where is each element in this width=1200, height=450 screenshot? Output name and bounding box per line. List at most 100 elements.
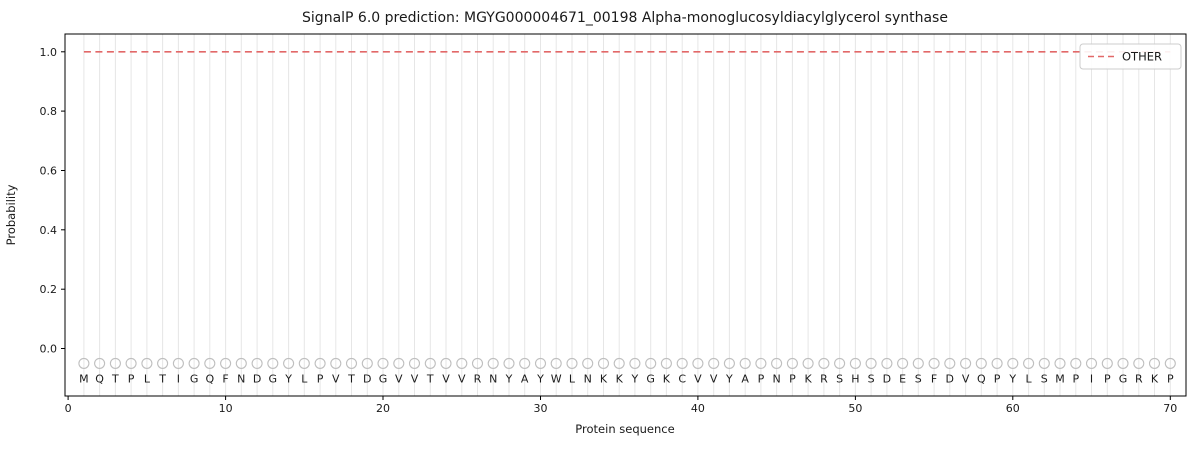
chart-title: SignalP 6.0 prediction: MGYG000004671_00… bbox=[302, 10, 948, 26]
y-tick-label: 0.6 bbox=[40, 165, 58, 178]
legend-frame bbox=[1079, 43, 1182, 70]
residue-letter: M bbox=[1055, 373, 1065, 386]
x-axis-label: Protein sequence bbox=[575, 422, 674, 436]
residue-letter: H bbox=[851, 373, 859, 386]
x-tick-label: 70 bbox=[1163, 402, 1177, 415]
residue-letter: K bbox=[616, 373, 624, 386]
residue-marker bbox=[629, 357, 641, 369]
residue-marker bbox=[897, 357, 909, 369]
residue-marker bbox=[692, 357, 704, 369]
residue-letter: G bbox=[379, 373, 388, 386]
residue-letter: N bbox=[584, 373, 592, 386]
residue-letter: L bbox=[301, 373, 308, 386]
residue-marker bbox=[708, 357, 720, 369]
residue-marker bbox=[267, 357, 279, 369]
residue-letter: V bbox=[694, 373, 702, 386]
residue-marker bbox=[1117, 357, 1129, 369]
y-tick-label: 0.2 bbox=[40, 283, 58, 296]
residue-letter: G bbox=[269, 373, 278, 386]
residue-marker bbox=[834, 357, 846, 369]
residue-marker bbox=[928, 357, 940, 369]
y-axis-label: Probability bbox=[4, 184, 18, 245]
residue-letter: R bbox=[474, 373, 482, 386]
residue-letter: P bbox=[317, 373, 324, 386]
y-tick-label: 1.0 bbox=[40, 46, 58, 59]
residue-marker bbox=[660, 357, 672, 369]
residue-marker bbox=[802, 357, 814, 369]
residue-letter: T bbox=[347, 373, 355, 386]
residue-letter: Y bbox=[284, 373, 292, 386]
residue-letter: T bbox=[426, 373, 434, 386]
residue-letter: K bbox=[663, 373, 671, 386]
residue-marker bbox=[204, 357, 216, 369]
x-tick-label: 0 bbox=[65, 402, 72, 415]
residue-marker bbox=[771, 357, 783, 369]
residue-letter: D bbox=[946, 373, 954, 386]
residue-marker bbox=[251, 357, 263, 369]
residue-marker bbox=[172, 357, 184, 369]
residue-marker bbox=[188, 357, 200, 369]
residue-marker bbox=[1148, 357, 1161, 369]
residue-marker bbox=[1007, 357, 1019, 369]
residue-marker bbox=[345, 357, 358, 369]
residue-marker bbox=[881, 357, 893, 369]
residue-marker bbox=[550, 357, 562, 369]
residue-marker bbox=[1070, 357, 1082, 369]
residue-marker bbox=[1054, 357, 1066, 369]
residue-marker bbox=[1164, 357, 1176, 369]
residue-letter: R bbox=[820, 373, 828, 386]
residue-marker bbox=[487, 357, 499, 369]
residue-marker bbox=[157, 357, 169, 369]
residue-marker bbox=[377, 357, 389, 369]
y-tick-label: 0.8 bbox=[40, 105, 58, 118]
residue-marker bbox=[960, 357, 972, 369]
residue-marker bbox=[456, 357, 468, 369]
residue-letter: R bbox=[1135, 373, 1143, 386]
residue-marker bbox=[471, 357, 484, 369]
residue-letter: N bbox=[237, 373, 245, 386]
residue-letter: V bbox=[962, 373, 970, 386]
residue-marker bbox=[1085, 357, 1098, 369]
residue-marker bbox=[849, 357, 861, 369]
residue-letter: S bbox=[1041, 373, 1048, 386]
residue-letter: Y bbox=[505, 373, 513, 386]
residue-marker bbox=[78, 357, 90, 369]
residue-letter: S bbox=[836, 373, 843, 386]
residue-letter: C bbox=[678, 373, 686, 386]
residue-letter: G bbox=[1119, 373, 1128, 386]
residue-letter: F bbox=[931, 373, 937, 386]
residue-letter: P bbox=[758, 373, 765, 386]
residue-letter: D bbox=[883, 373, 891, 386]
residue-marker bbox=[283, 357, 295, 369]
residue-letter: S bbox=[868, 373, 875, 386]
legend-label: OTHER bbox=[1122, 50, 1162, 64]
residue-letter: Q bbox=[95, 373, 104, 386]
residue-marker bbox=[361, 357, 373, 369]
residue-marker bbox=[1133, 357, 1145, 369]
residue-marker bbox=[94, 357, 106, 369]
residue-marker bbox=[220, 357, 232, 369]
x-tick-label: 40 bbox=[691, 402, 705, 415]
axes-spines bbox=[64, 33, 1187, 397]
residue-letter: T bbox=[111, 373, 119, 386]
residue-marker bbox=[975, 357, 987, 369]
residue-letter: P bbox=[128, 373, 135, 386]
residue-letter: V bbox=[332, 373, 340, 386]
residue-marker bbox=[991, 357, 1003, 369]
residue-marker bbox=[235, 357, 247, 369]
residue-marker bbox=[944, 357, 956, 369]
residue-letter: V bbox=[411, 373, 419, 386]
x-tick-label: 20 bbox=[376, 402, 390, 415]
residue-marker bbox=[912, 357, 924, 369]
x-tick-label: 60 bbox=[1006, 402, 1020, 415]
residue-letter: P bbox=[994, 373, 1001, 386]
residue-letter: K bbox=[1151, 373, 1159, 386]
residue-letter: W bbox=[551, 373, 562, 386]
residue-marker bbox=[739, 357, 751, 369]
residue-marker bbox=[424, 357, 436, 369]
residue-letter: I bbox=[177, 373, 180, 386]
residue-letter: S bbox=[915, 373, 922, 386]
